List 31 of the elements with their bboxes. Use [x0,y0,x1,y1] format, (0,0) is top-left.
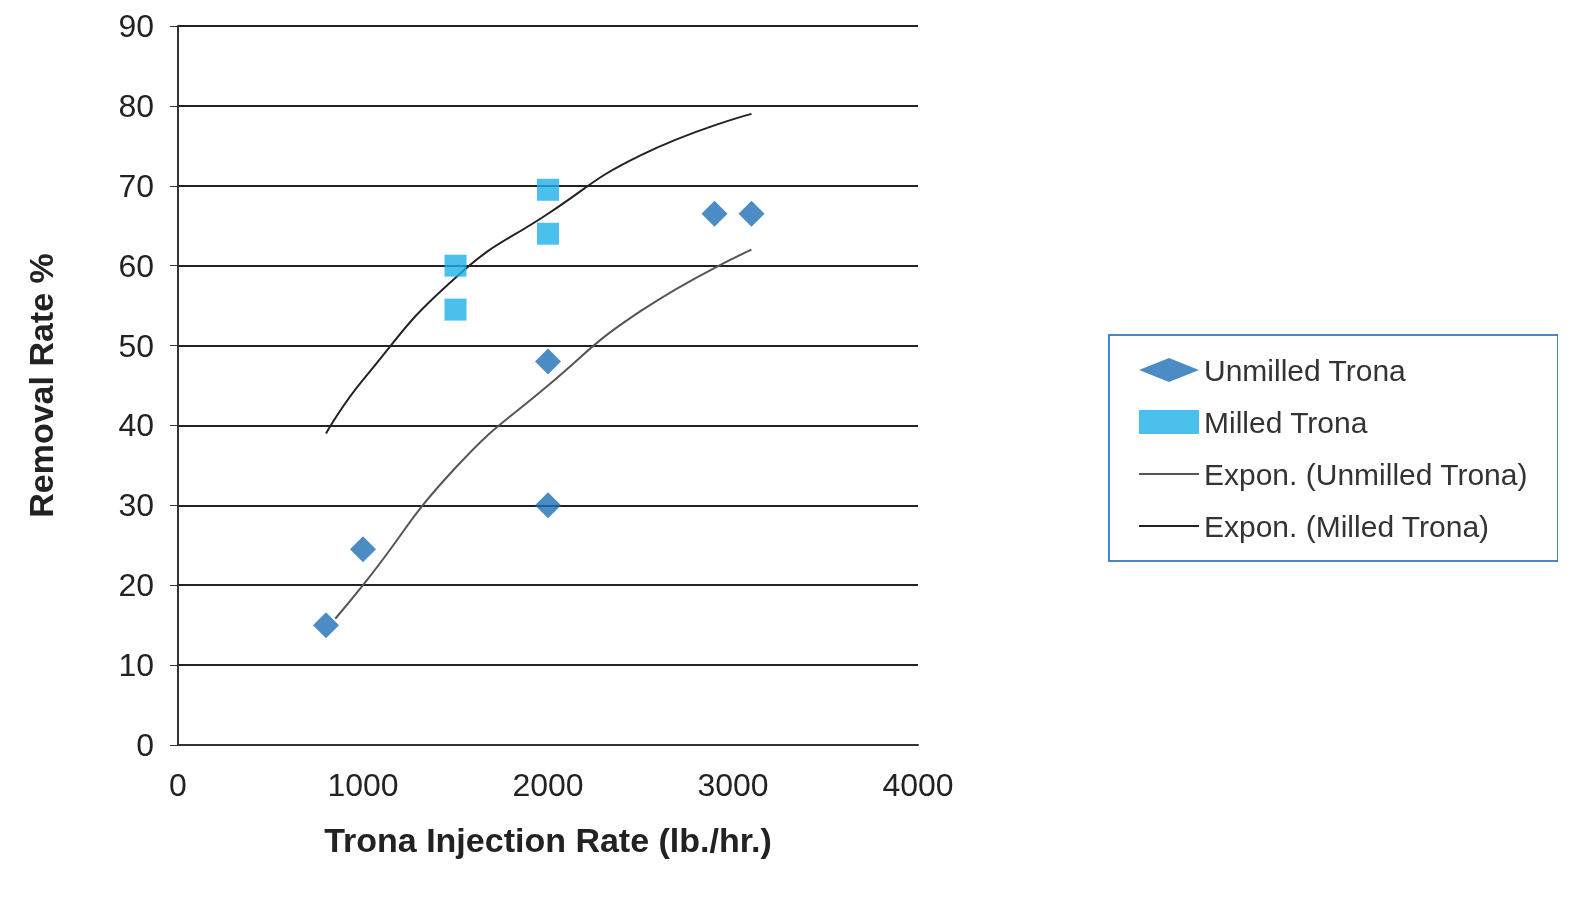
x-tick-label: 4000 [882,767,954,803]
legend-label: Unmilled Trona [1203,353,1407,387]
y-tick-label: 10 [118,647,154,684]
y-tick-label: 70 [118,167,154,204]
y-tick-label: 50 [118,327,154,364]
x-tick-label: 3000 [697,767,769,803]
point [535,348,561,375]
y-tick-label: 0 [136,727,154,763]
y-tick-label: 20 [118,567,154,604]
y-tick-label: 30 [118,487,154,524]
x-tick-label: 1000 [327,767,399,803]
point [537,222,559,245]
x-axis-title: Trona Injection Rate (lb./hr.) [324,821,772,859]
point [444,254,467,277]
y-tick-label: 40 [118,407,154,444]
point [444,298,467,321]
x-tick-label: 0 [169,767,187,803]
point [350,536,376,563]
point [313,612,339,639]
legend-label: Expon. (Unmilled Trona) [1203,457,1528,491]
point [537,178,559,201]
y-axis-title: Removal Rate % [22,253,60,518]
legend-label: Milled Trona [1203,405,1368,439]
x-tick-label: 2000 [512,767,584,803]
y-tick-label: 60 [118,247,154,284]
point [535,492,561,519]
y-tick-label: 80 [118,87,154,124]
legend-label: Expon. (Milled Trona) [1203,509,1490,543]
y-tick-label: 90 [118,8,154,44]
point [738,200,765,227]
point [701,200,728,227]
